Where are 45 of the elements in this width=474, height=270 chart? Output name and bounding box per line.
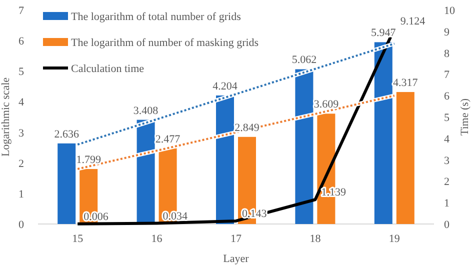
- y-tick-label: 2: [18, 158, 24, 170]
- y2-tick-label: 1: [444, 198, 450, 210]
- data-label: 4.204: [212, 80, 238, 92]
- y-tick-label: 7: [18, 5, 24, 17]
- data-label: 3.609: [314, 98, 340, 111]
- legend-label: The logarithm of number of masking grids: [71, 37, 259, 49]
- y2-tick-label: 9: [444, 26, 450, 38]
- y-tick-label: 1: [18, 188, 24, 200]
- y2-tick-label: 0: [444, 219, 450, 231]
- bar: [295, 69, 314, 224]
- y-tick-label: 3: [18, 127, 24, 140]
- bar: [58, 143, 76, 224]
- y2-tick-label: 2: [444, 176, 450, 188]
- data-label: 4.317: [393, 77, 418, 90]
- y2-tick-label: 8: [444, 48, 450, 60]
- y2-tick-label: 6: [444, 90, 450, 103]
- y2-axis-title: Time (s): [459, 98, 471, 136]
- x-tick-label: 16: [151, 233, 163, 245]
- data-label: 2.636: [54, 128, 80, 140]
- data-label: 5.062: [292, 54, 317, 66]
- x-tick-label: 18: [310, 233, 322, 245]
- y-axis-title: Logarithmic scale: [0, 77, 12, 157]
- data-label: 0.143: [242, 208, 268, 220]
- bar: [216, 95, 234, 224]
- x-tick-label: 15: [72, 233, 84, 245]
- x-axis-title: Layer: [223, 253, 250, 265]
- y2-tick-label: 5: [444, 112, 450, 124]
- y-tick-label: 6: [18, 36, 24, 48]
- legend-label: The logarithm of total number of grids: [71, 11, 241, 23]
- y2-tick-label: 4: [444, 133, 450, 146]
- y-tick-label: 5: [18, 66, 24, 78]
- y-tick-label: 0: [18, 219, 24, 231]
- data-label: 9.124: [400, 16, 426, 28]
- y-tick-label: 4: [18, 96, 24, 109]
- data-label: 1.799: [76, 154, 102, 166]
- x-tick-label: 17: [230, 233, 242, 245]
- legend-label: Calculation time: [71, 63, 144, 75]
- y2-tick-label: 10: [444, 5, 456, 17]
- x-tick-label: 19: [388, 233, 400, 245]
- y2-tick-label: 3: [444, 154, 450, 167]
- data-label: 2.477: [155, 133, 181, 146]
- bar: [374, 42, 392, 224]
- data-label: 3.408: [133, 104, 159, 117]
- y2-tick-label: 7: [444, 69, 450, 82]
- bar: [396, 92, 414, 224]
